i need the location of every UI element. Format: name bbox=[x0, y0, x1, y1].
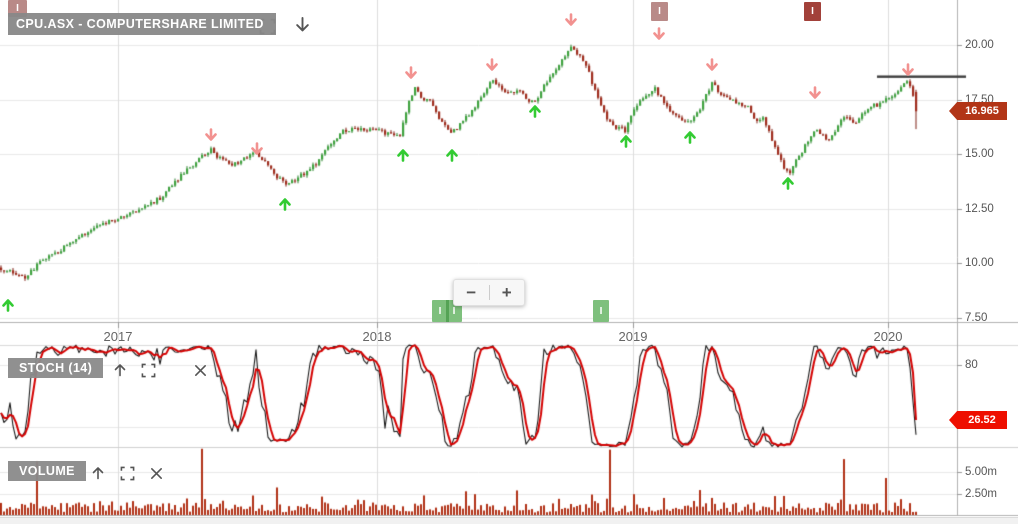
zoom-out-button[interactable]: − bbox=[466, 283, 477, 302]
event-marker-overlap bbox=[446, 300, 449, 322]
price-axis-tick: 10.00 bbox=[965, 257, 994, 270]
instrument-title: CPU.ASX - COMPUTERSHARE LIMITED bbox=[8, 13, 276, 35]
sell-signal-arrow bbox=[204, 128, 218, 142]
buy-signal-arrow bbox=[278, 197, 292, 211]
sell-signal-arrow bbox=[485, 58, 499, 72]
sell-signal-arrow bbox=[705, 58, 719, 72]
x-axis-year-label: 2020 bbox=[873, 329, 903, 344]
timeline-scrollbar[interactable] bbox=[0, 517, 1018, 524]
price-axis-tick: 12.50 bbox=[965, 202, 994, 215]
volume-fullscreen-icon[interactable] bbox=[117, 463, 137, 483]
volume-axis-tick: 2.50m bbox=[965, 487, 997, 500]
collapse-arrow-icon[interactable] bbox=[292, 14, 312, 34]
stoch-close-icon[interactable] bbox=[190, 360, 210, 380]
buy-signal-arrow bbox=[619, 134, 633, 148]
price-axis-tick: 20.00 bbox=[965, 39, 994, 51]
volume-close-icon[interactable] bbox=[146, 463, 166, 483]
event-marker-badge[interactable]: I bbox=[593, 300, 609, 322]
stoch-fullscreen-icon[interactable] bbox=[138, 360, 158, 380]
buy-signal-arrow bbox=[528, 104, 542, 118]
volume-axis-tick: 5.00m bbox=[965, 466, 997, 478]
sell-signal-arrow bbox=[250, 142, 264, 156]
last-price-badge: 16.965 bbox=[949, 102, 1007, 120]
sell-signal-arrow bbox=[404, 66, 418, 80]
buy-signal-arrow bbox=[445, 148, 459, 162]
zoom-in-button[interactable]: + bbox=[501, 283, 512, 302]
stoch-axis-tick: 80 bbox=[965, 359, 978, 372]
price-axis-tick: 7.50 bbox=[965, 312, 988, 324]
stoch-panel-label: STOCH (14) bbox=[8, 358, 104, 378]
event-marker-badge[interactable]: I bbox=[804, 2, 821, 21]
buy-signal-arrow bbox=[781, 176, 795, 190]
zoom-divider bbox=[488, 285, 490, 300]
stoch-value-badge: 26.52 bbox=[949, 411, 1007, 429]
buy-signal-arrow bbox=[396, 148, 410, 162]
stoch-move-up-icon[interactable] bbox=[110, 360, 130, 380]
sell-signal-arrow bbox=[901, 63, 915, 77]
sell-signal-arrow bbox=[564, 13, 578, 27]
buy-signal-arrow bbox=[683, 130, 697, 144]
sell-signal-arrow bbox=[808, 86, 822, 100]
event-marker-badge[interactable]: I bbox=[8, 0, 27, 17]
buy-signal-arrow bbox=[1, 298, 15, 312]
volume-panel-label: VOLUME bbox=[8, 461, 86, 481]
x-axis-year-label: 2019 bbox=[618, 329, 648, 344]
x-axis-year-label: 2017 bbox=[103, 329, 133, 344]
zoom-control: − + bbox=[453, 279, 525, 306]
event-marker-badge[interactable]: I bbox=[432, 300, 448, 322]
volume-move-up-icon[interactable] bbox=[88, 463, 108, 483]
price-axis-tick: 15.00 bbox=[965, 148, 994, 161]
sell-signal-arrow bbox=[652, 27, 666, 41]
event-marker-badge[interactable]: I bbox=[651, 2, 668, 21]
x-axis-year-label: 2018 bbox=[362, 329, 392, 344]
